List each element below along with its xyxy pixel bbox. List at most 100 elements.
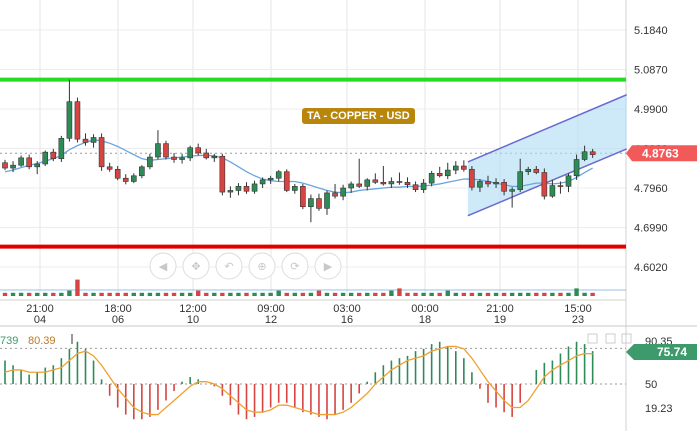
candlesticks [2,79,596,223]
candle-body [396,181,403,183]
volume-bar [99,292,104,296]
candle-body [509,189,515,192]
undo-icon-glyph: ↶ [224,261,233,273]
candle-body [235,186,242,191]
last-price-badge [626,145,697,162]
time-tick-label: 09:00 [257,303,285,315]
volume-bar [542,292,547,296]
volume-bar [83,292,88,296]
candle-body [436,173,443,177]
volume-bar [421,292,426,296]
volume-bar [461,292,467,296]
time-axis: 21:000418:000612:001009:001203:001600:00… [26,303,592,326]
volume-bar [590,292,595,296]
volume-bar [276,290,281,296]
volume-bar [228,292,233,296]
candle-body [477,181,483,188]
candle-body [557,185,564,187]
volume-bar [501,292,507,296]
time-tick-label: 12:00 [179,303,207,315]
candle-body [412,184,419,190]
candle-body [549,185,556,197]
volume-bar [324,292,330,296]
volume-bar [397,288,402,296]
volume-bar [485,292,491,296]
candle-body [485,181,491,185]
time-tick-label: 00:00 [411,303,439,315]
time-tick-label: 21:00 [26,303,54,315]
time-tick-label: 21:00 [486,303,514,315]
candle-body [163,143,169,158]
volume-bar [550,292,555,296]
volume-bar [91,292,96,296]
volume-bar [179,292,185,296]
candle-body [565,175,572,187]
candle-body [251,183,258,192]
volume-bar [357,292,362,296]
volume-bar [340,292,346,296]
candle-body [364,179,371,187]
volume-bar [51,292,56,296]
volume-bar [574,288,579,296]
volume-bar [155,292,161,296]
refresh-icon [281,252,309,280]
price-tick-label: 5.1840 [634,25,668,37]
price-tick-label: 4.9900 [634,104,668,116]
candle-body [533,168,540,173]
maximize-icon [621,333,632,344]
oscillator-tick-label: 50 [645,379,657,391]
candle-body [259,179,266,185]
oscillator-value-label: 75.74 [657,345,687,359]
candle-body [541,172,548,197]
volume-bar [10,292,16,296]
price-axis: 5.18405.08704.99004.89304.79604.69904.60… [626,25,697,274]
candle-body [573,159,580,177]
price-tick-label: 4.6990 [634,223,668,235]
candle-body [380,181,387,185]
candle-body [2,162,8,169]
chart-title-badge: TA - COPPER - USD [302,108,415,124]
candle-body [501,181,507,192]
oscillator-signal-line [4,345,593,416]
move-icon-glyph: ✥ [191,261,200,273]
candle-body [179,157,185,160]
candle-body [291,186,298,191]
candle-body [525,168,532,173]
candle-body [211,155,218,159]
volume-bar [204,292,209,296]
volume-bar [2,292,8,296]
date-tick-label: 04 [34,314,46,326]
time-tick-label: 03:00 [333,303,361,315]
volume-bar [429,292,434,296]
candle-body [26,157,32,168]
volume-bar [316,290,322,296]
volume-bar [365,292,370,296]
volume-bar [566,292,571,296]
volume-bar [212,292,217,296]
volume-bar [509,292,515,296]
volume-bar [260,292,265,296]
arrow-right-icon-glyph: ▶ [324,261,333,273]
volume-bar [413,292,418,296]
candle-body [283,171,290,191]
channel-upper-line [467,94,627,163]
volume-bar [437,292,442,296]
volume-bar [244,292,249,296]
volume-bar [220,292,225,296]
candle-body [340,187,346,197]
date-tick-label: 23 [572,314,584,326]
candle-body [469,168,475,188]
date-tick-label: 16 [341,314,353,326]
last-price-label: 4.8763 [642,146,679,160]
volume-bar [582,292,587,296]
candle-body [82,138,89,143]
arrow-left-icon [149,252,177,280]
undo-icon [215,252,243,280]
date-tick-label: 06 [112,314,124,326]
date-tick-label: 18 [419,314,431,326]
volume-bar [67,290,72,296]
move-icon [182,252,210,280]
volume-bar [187,292,193,296]
candle-body [308,198,314,208]
